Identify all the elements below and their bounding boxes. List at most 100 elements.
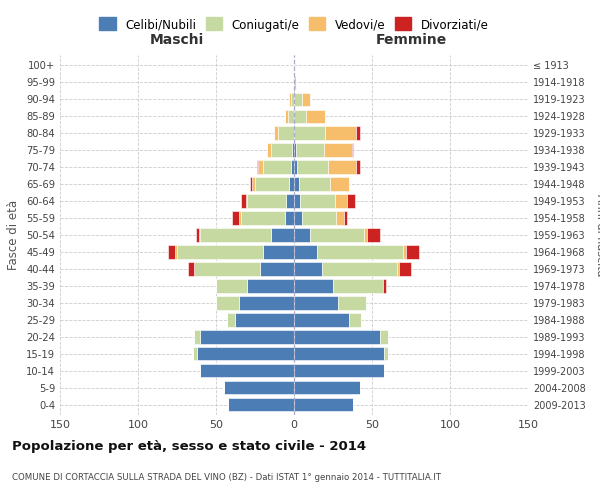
Bar xyxy=(255,178,289,190)
Bar xyxy=(291,160,294,173)
Bar xyxy=(294,126,325,140)
Bar xyxy=(383,280,386,292)
Bar xyxy=(317,246,403,258)
Bar xyxy=(323,144,352,156)
Bar xyxy=(188,262,194,276)
Bar xyxy=(194,330,200,344)
Bar xyxy=(294,212,302,224)
Bar xyxy=(257,160,258,173)
Bar xyxy=(294,76,296,89)
Bar xyxy=(294,194,300,207)
Bar xyxy=(336,212,344,224)
Bar xyxy=(241,212,284,224)
Bar xyxy=(263,246,294,258)
Bar xyxy=(356,160,359,173)
Bar xyxy=(294,246,317,258)
Bar xyxy=(356,126,359,140)
Bar xyxy=(289,178,294,190)
Bar xyxy=(310,228,364,241)
Bar xyxy=(302,212,336,224)
Bar xyxy=(196,228,199,241)
Bar xyxy=(338,296,366,310)
Bar xyxy=(330,178,349,190)
Bar xyxy=(229,398,294,411)
Bar xyxy=(250,178,252,190)
Bar xyxy=(406,246,419,258)
Bar xyxy=(302,92,310,106)
Bar xyxy=(167,246,175,258)
Bar xyxy=(294,228,310,241)
Bar xyxy=(216,296,239,310)
Bar xyxy=(335,194,347,207)
Bar xyxy=(307,110,325,123)
Bar xyxy=(397,262,398,276)
Y-axis label: Fasce di età: Fasce di età xyxy=(7,200,20,270)
Bar xyxy=(227,314,235,326)
Bar xyxy=(193,347,197,360)
Bar xyxy=(333,280,383,292)
Bar xyxy=(294,144,296,156)
Bar xyxy=(403,246,406,258)
Bar xyxy=(271,144,292,156)
Bar xyxy=(175,246,177,258)
Bar xyxy=(296,144,323,156)
Bar xyxy=(380,330,388,344)
Bar xyxy=(344,212,347,224)
Bar xyxy=(288,110,294,123)
Text: Popolazione per età, sesso e stato civile - 2014: Popolazione per età, sesso e stato civil… xyxy=(12,440,366,453)
Bar xyxy=(200,330,294,344)
Text: COMUNE DI CORTACCIA SULLA STRADA DEL VINO (BZ) - Dati ISTAT 1° gennaio 2014 - TU: COMUNE DI CORTACCIA SULLA STRADA DEL VIN… xyxy=(12,472,441,482)
Bar xyxy=(299,178,330,190)
Bar xyxy=(328,160,356,173)
Bar xyxy=(294,314,349,326)
Bar xyxy=(297,160,328,173)
Bar xyxy=(294,92,302,106)
Y-axis label: Anni di nascita: Anni di nascita xyxy=(595,194,600,276)
Bar xyxy=(322,262,397,276)
Bar xyxy=(294,178,299,190)
Bar xyxy=(194,262,260,276)
Bar xyxy=(300,194,335,207)
Bar xyxy=(274,126,278,140)
Bar xyxy=(289,92,291,106)
Bar xyxy=(294,296,338,310)
Bar xyxy=(325,126,356,140)
Bar xyxy=(294,381,359,394)
Bar xyxy=(294,262,322,276)
Bar xyxy=(216,280,247,292)
Bar xyxy=(241,194,245,207)
Bar xyxy=(284,212,294,224)
Bar xyxy=(294,330,380,344)
Bar xyxy=(294,280,333,292)
Bar xyxy=(263,160,291,173)
Bar xyxy=(224,381,294,394)
Bar xyxy=(247,280,294,292)
Bar xyxy=(245,194,247,207)
Bar xyxy=(294,160,297,173)
Legend: Celibi/Nubili, Coniugati/e, Vedovi/e, Divorziati/e: Celibi/Nubili, Coniugati/e, Vedovi/e, Di… xyxy=(94,14,494,36)
Bar xyxy=(271,228,294,241)
Bar xyxy=(199,228,200,241)
Bar xyxy=(349,314,361,326)
Bar xyxy=(367,228,380,241)
Bar xyxy=(200,364,294,378)
Bar xyxy=(239,296,294,310)
Bar xyxy=(260,262,294,276)
Bar xyxy=(294,364,385,378)
Bar xyxy=(294,110,307,123)
Bar xyxy=(200,228,271,241)
Bar xyxy=(239,212,241,224)
Bar xyxy=(398,262,411,276)
Bar xyxy=(258,160,263,173)
Text: Maschi: Maschi xyxy=(150,32,204,46)
Bar xyxy=(268,144,271,156)
Bar xyxy=(284,110,288,123)
Bar xyxy=(197,347,294,360)
Bar xyxy=(278,126,294,140)
Bar xyxy=(385,347,388,360)
Bar xyxy=(286,194,294,207)
Bar xyxy=(294,398,353,411)
Text: Femmine: Femmine xyxy=(376,32,446,46)
Bar xyxy=(177,246,263,258)
Bar xyxy=(247,194,286,207)
